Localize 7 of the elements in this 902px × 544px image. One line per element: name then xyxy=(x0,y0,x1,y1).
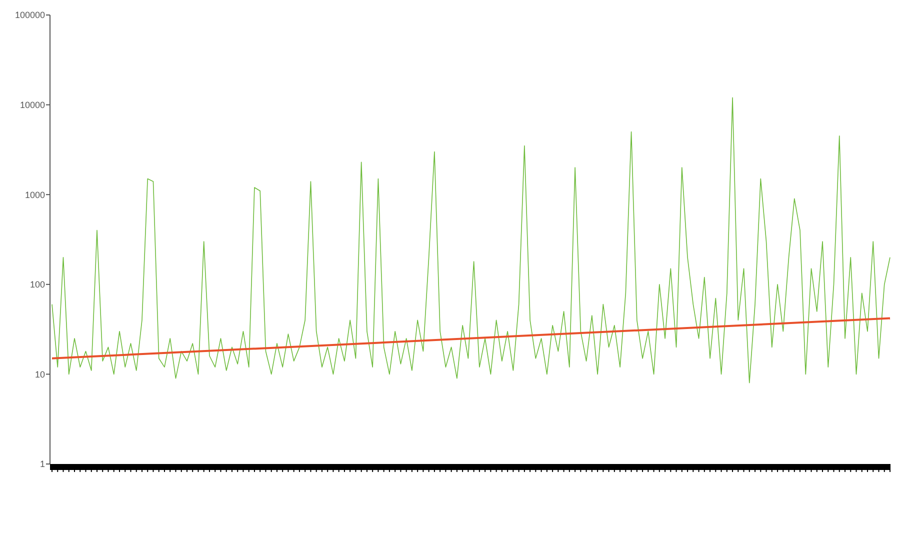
y-tick-label: 100000 xyxy=(14,10,45,20)
y-tick-label: 1000 xyxy=(24,190,45,200)
y-tick-label: 1 xyxy=(40,459,45,470)
y-tick-label: 10000 xyxy=(20,100,45,110)
line-series xyxy=(52,97,890,384)
y-tick-label: 10 xyxy=(34,369,45,380)
y-tick-label: 100 xyxy=(30,280,45,290)
